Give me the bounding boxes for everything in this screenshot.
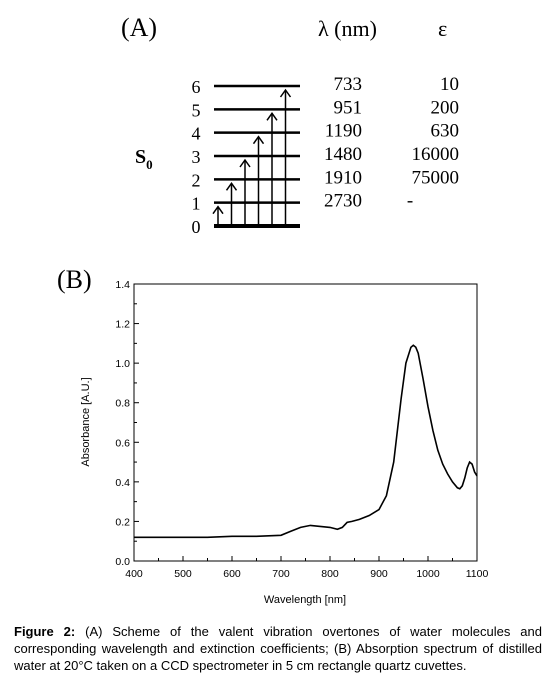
epsilon-header: ε	[438, 16, 447, 41]
x-axis-label: Wavelength [nm]	[264, 594, 346, 606]
lambda-value-6: 733	[334, 74, 363, 95]
level-number-6: 6	[192, 77, 201, 97]
transition-arrowhead-1	[212, 205, 224, 215]
y-tick-label-0.2: 0.2	[115, 516, 130, 528]
x-tick-label-1100: 1100	[466, 568, 489, 580]
caption-bold-label: Figure 2:	[14, 624, 76, 639]
epsilon-value-6: 10	[440, 74, 459, 95]
lambda-value-4: 1190	[325, 121, 362, 142]
plot-frame	[133, 283, 478, 562]
level-number-3: 3	[192, 147, 201, 167]
y-tick-label-1.2: 1.2	[115, 319, 130, 331]
x-tick-label-800: 800	[321, 568, 339, 580]
transition-arrowhead-2	[225, 182, 238, 191]
level-number-2: 2	[192, 170, 201, 190]
epsilon-value-1: -	[407, 191, 413, 212]
x-tick-label-600: 600	[223, 568, 241, 580]
level-number-4: 4	[192, 124, 201, 144]
level-number-1: 1	[192, 194, 201, 214]
lambda-value-2: 1910	[324, 167, 362, 188]
x-tick-label-400: 400	[125, 568, 143, 580]
transition-arrowhead-5	[266, 112, 278, 121]
energy-level-scheme: (A) λ (nm) ε S0 0 1 2730 - 2 1910 75000 3 1480 16…	[121, 13, 460, 237]
transition-arrowhead-3	[239, 158, 251, 168]
x-tick-label-1000: 1000	[416, 568, 440, 580]
epsilon-value-2: 75000	[412, 167, 460, 188]
y-tick-label-0.8: 0.8	[115, 398, 130, 410]
level-number-5: 5	[192, 100, 201, 120]
lambda-header: λ (nm)	[318, 16, 377, 41]
y-tick-label-0.0: 0.0	[115, 556, 130, 568]
spectrum-series-line	[134, 344, 478, 539]
caption-text: (A) Scheme of the valent vibration overt…	[14, 624, 542, 673]
y-axis-label: Absorbance [A.U.]	[80, 377, 92, 466]
absorption-spectrum-chart: (B) 400 500 600 700 800 900 1000 1100 0.0 0.2 0.4 0…	[57, 265, 489, 606]
epsilon-value-5: 200	[431, 97, 460, 118]
ground-state-label: S0	[135, 146, 153, 172]
transition-arrowhead-4	[252, 135, 265, 145]
y-tick-label-1.0: 1.0	[115, 358, 130, 370]
x-tick-label-900: 900	[370, 568, 388, 580]
y-tick-label-0.6: 0.6	[115, 437, 130, 449]
epsilon-value-4: 630	[431, 121, 460, 142]
panel-b-label: (B)	[57, 265, 92, 294]
lambda-value-5: 951	[334, 97, 363, 118]
transition-arrowhead-6	[279, 88, 292, 98]
panel-a-label: (A)	[121, 13, 157, 42]
y-tick-label-0.4: 0.4	[115, 477, 130, 489]
x-tick-label-700: 700	[272, 568, 290, 580]
level-number-0: 0	[192, 217, 201, 237]
x-tick-label-500: 500	[174, 568, 192, 580]
epsilon-value-3: 16000	[412, 144, 460, 165]
figure-caption: Figure 2: (A) Scheme of the valent vibra…	[14, 623, 542, 674]
lambda-value-1: 2730	[324, 191, 362, 212]
lambda-value-3: 1480	[324, 144, 362, 165]
y-tick-label-1.4: 1.4	[115, 279, 130, 291]
